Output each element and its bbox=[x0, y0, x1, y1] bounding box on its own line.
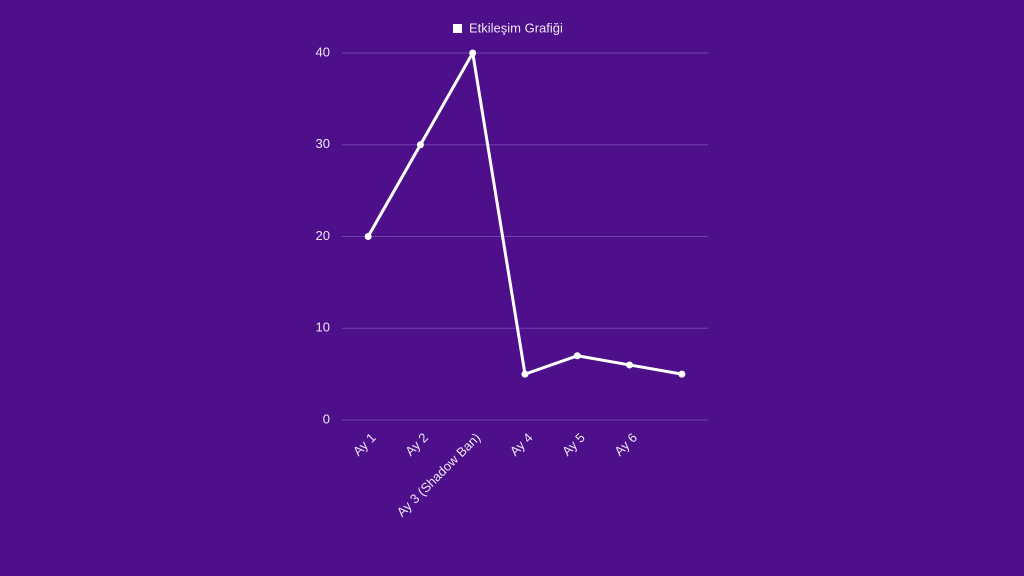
point bbox=[416, 141, 424, 149]
y-tick-label: 0 bbox=[323, 411, 330, 426]
point bbox=[364, 233, 372, 240]
y-tick-label: 30 bbox=[316, 136, 330, 151]
point bbox=[521, 370, 529, 378]
legend-swatch bbox=[453, 24, 462, 33]
point bbox=[678, 370, 686, 378]
point bbox=[469, 49, 477, 57]
legend-label: Etkileşim Grafiği bbox=[469, 20, 563, 35]
point bbox=[573, 352, 581, 360]
point bbox=[626, 361, 634, 369]
y-tick-label: 10 bbox=[316, 320, 330, 335]
y-tick-label: 20 bbox=[316, 228, 330, 243]
y-tick-label: 40 bbox=[316, 44, 330, 59]
